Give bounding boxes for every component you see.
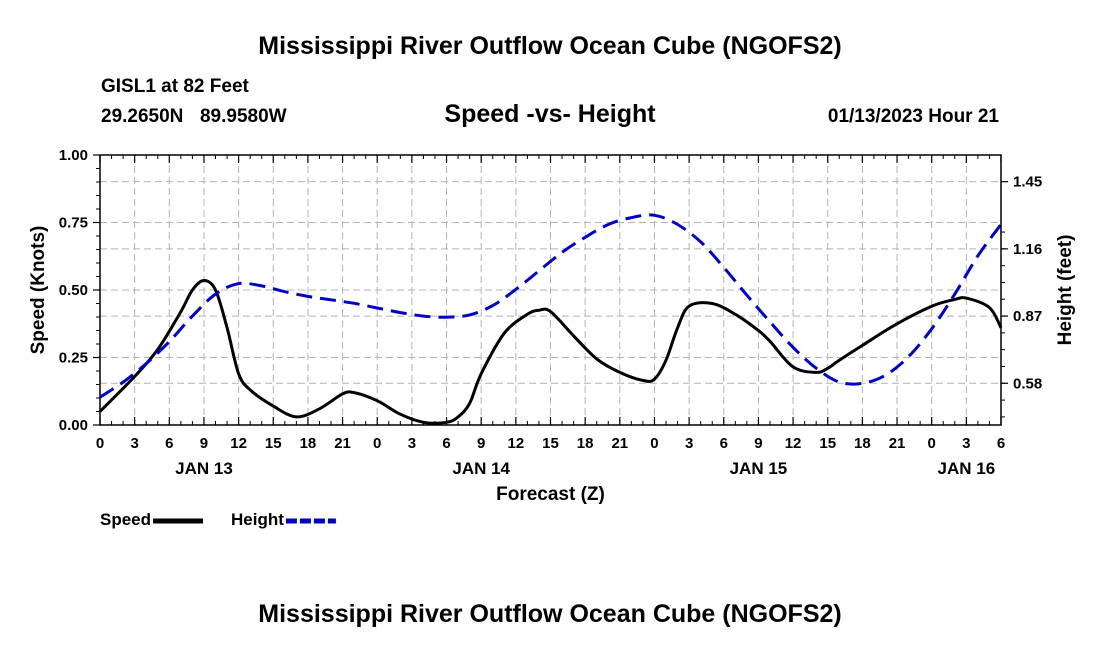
legend-label: Height	[231, 510, 284, 529]
forecast-datetime: 01/13/2023 Hour 21	[827, 106, 999, 127]
speed-series-line	[98, 279, 1003, 425]
x-tick-label: 3	[962, 435, 970, 452]
longitude-text: 89.9580W	[199, 106, 287, 127]
x-tick-label: 18	[577, 435, 594, 452]
x-tick-label: 18	[300, 435, 317, 452]
x-tick-label: 12	[508, 435, 525, 452]
x-tick-label: 6	[997, 435, 1005, 452]
x-tick-label: 12	[785, 435, 802, 452]
x-tick-label: 21	[611, 435, 628, 452]
station-label: GISL1 at 82 Feet	[101, 76, 249, 97]
date-label: JAN 15	[730, 459, 788, 478]
y2-tick-label: 1.16	[1013, 241, 1042, 258]
footer-title: Mississippi River Outflow Ocean Cube (NG…	[258, 600, 842, 628]
y2-axis-title: Height (feet)	[1055, 235, 1076, 346]
x-tick-label: 15	[542, 435, 559, 452]
x-tick-label: 21	[334, 435, 351, 452]
plot-frame	[99, 154, 1002, 426]
x-tick-label: 18	[854, 435, 871, 452]
x-tick-label: 0	[373, 435, 381, 452]
x-tick-label: 15	[819, 435, 836, 452]
x-axis-title: Forecast (Z)	[496, 484, 605, 505]
y2-tick-label: 1.45	[1013, 174, 1042, 191]
y-tick-label: 1.00	[59, 147, 88, 164]
station-coordinates: 29.2650N 89.9580W	[101, 106, 287, 128]
x-tick-label: 12	[230, 435, 247, 452]
x-tick-label: 6	[442, 435, 450, 452]
y-tick-label: 0.00	[59, 417, 88, 434]
x-tick-label: 6	[720, 435, 728, 452]
chart-main-title: Mississippi River Outflow Ocean Cube (NG…	[258, 32, 842, 60]
x-tick-label: 0	[96, 435, 104, 452]
chart-subtitle: Speed -vs- Height	[444, 100, 656, 128]
x-tick-label: 9	[200, 435, 208, 452]
x-tick-label: 3	[408, 435, 416, 452]
x-tick-label: 0	[650, 435, 658, 452]
x-tick-label: 9	[754, 435, 762, 452]
x-tick-label: 3	[130, 435, 138, 452]
x-tick-label: 15	[265, 435, 282, 452]
x-tick-label: 3	[685, 435, 693, 452]
y-tick-label: 0.50	[59, 282, 88, 299]
y2-tick-label: 0.58	[1013, 375, 1042, 392]
date-label: JAN 16	[938, 459, 996, 478]
date-label: JAN 13	[175, 459, 233, 478]
x-tick-label: 6	[165, 435, 173, 452]
speed-height-chart: 0 3 6 9 12 15 18 21 0 3 6 9 12 15 18 21 0 3 6 9 12 15 18 21 0 3 6 0…	[28, 147, 1076, 529]
height-series-line	[99, 213, 1003, 399]
legend-label: Speed	[100, 510, 151, 529]
x-tick-label: 0	[928, 435, 936, 452]
y-tick-label: 0.25	[59, 350, 88, 367]
date-label: JAN 14	[452, 459, 510, 478]
latitude-text: 29.2650N	[101, 106, 184, 127]
y2-tick-label: 0.87	[1013, 308, 1042, 325]
x-tick-label: 21	[889, 435, 906, 452]
y-axis-title: Speed (Knots)	[28, 226, 49, 355]
x-tick-label: 9	[477, 435, 485, 452]
y-tick-label: 0.75	[59, 215, 88, 232]
